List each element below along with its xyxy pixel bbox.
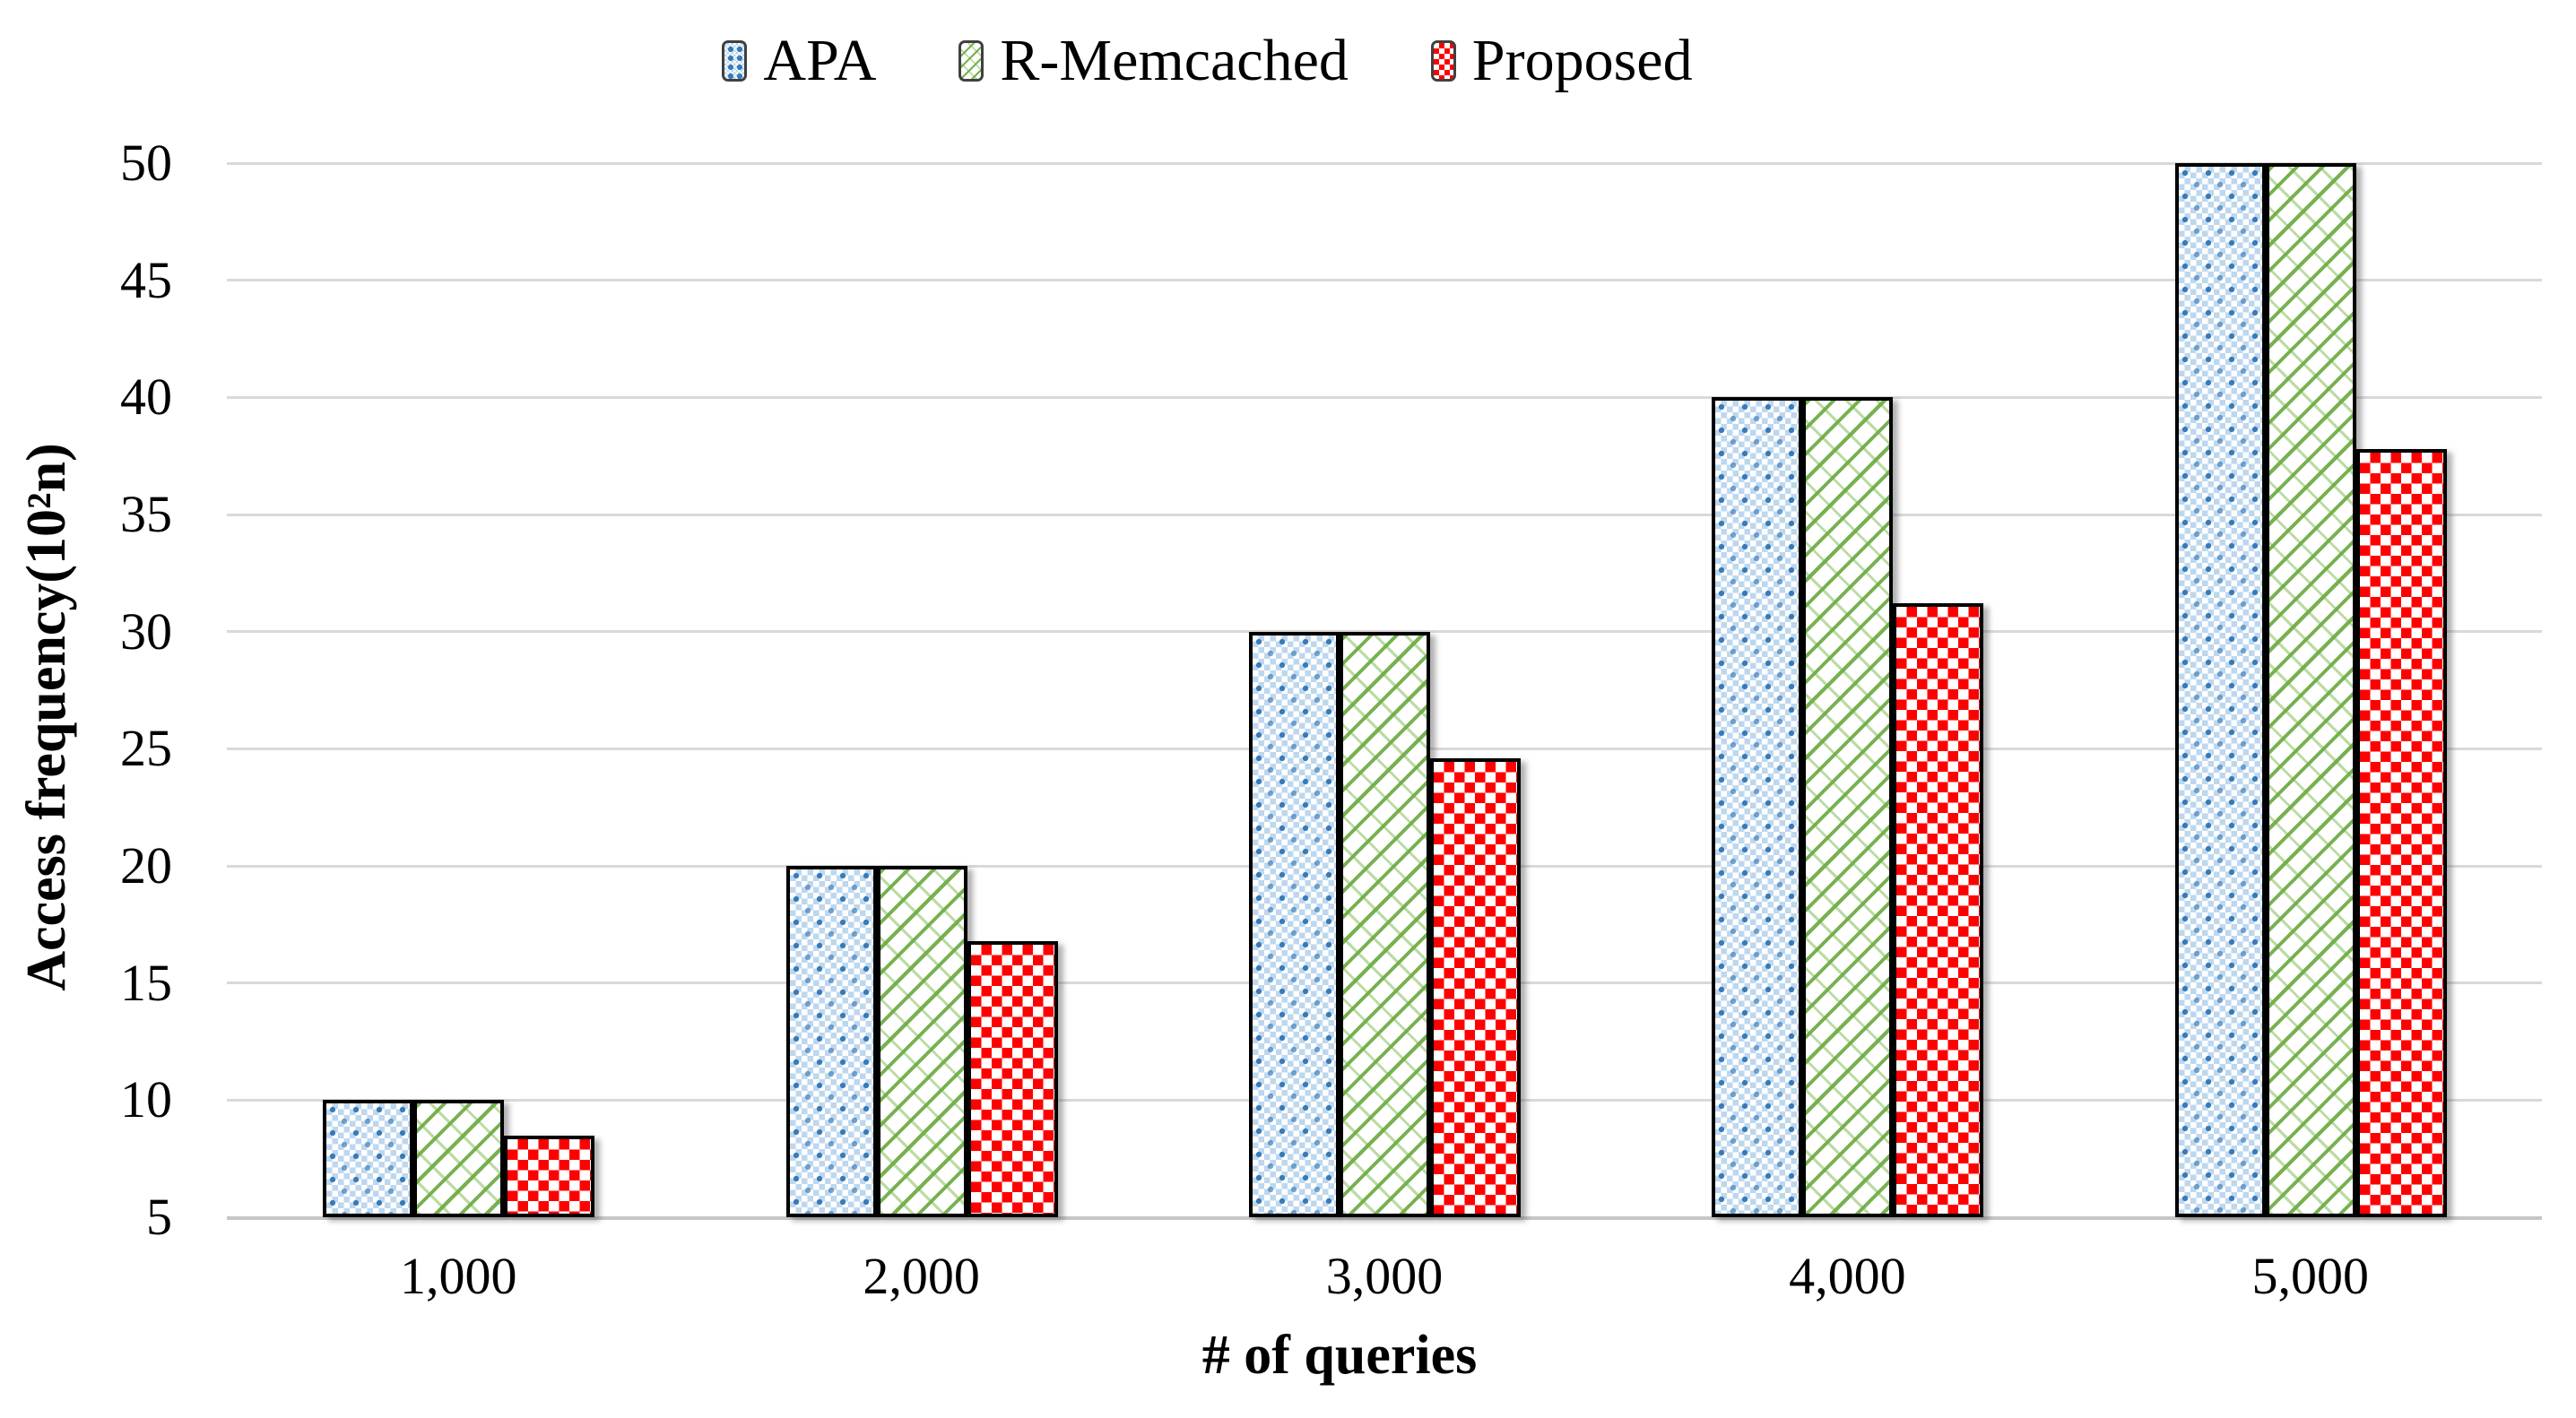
legend-item-r-memcached: R-Memcached — [958, 31, 1349, 91]
bar-proposed-2000 — [967, 940, 1058, 1217]
x-tick-label: 2,000 — [863, 1247, 980, 1305]
legend-item-apa: APA — [722, 31, 876, 91]
legend-label-apa: APA — [763, 28, 877, 93]
x-tick-label: 4,000 — [1789, 1247, 1906, 1305]
y-tick-label: 20 — [120, 836, 172, 895]
y-tick-label: 30 — [120, 601, 172, 661]
y-tick-label: 15 — [120, 953, 172, 1012]
y-tick-label: 45 — [120, 250, 172, 309]
bar-r-memcached-4000 — [1802, 397, 1894, 1217]
x-tick-label: 3,000 — [1325, 1247, 1444, 1305]
y-tick-label: 25 — [120, 719, 172, 778]
bar-apa-4000 — [1712, 397, 1803, 1217]
bar-r-memcached-5000 — [2265, 163, 2356, 1217]
legend-label-proposed: Proposed — [1471, 28, 1693, 93]
bar-apa-5000 — [2174, 163, 2266, 1217]
legend-item-proposed: Proposed — [1430, 28, 1693, 93]
y-tick-label: 10 — [120, 1070, 172, 1129]
bar-r-memcached-1000 — [413, 1100, 505, 1217]
x-tick-label: 1,000 — [399, 1247, 517, 1305]
x-axis-title: # of queries — [1201, 1325, 1478, 1386]
bar-apa-2000 — [785, 866, 877, 1217]
bar-proposed-5000 — [2355, 448, 2447, 1217]
y-tick-label: 40 — [120, 367, 172, 427]
bar-apa-3000 — [1249, 631, 1340, 1217]
y-gridline — [227, 395, 2542, 399]
x-axis-baseline — [227, 1215, 2542, 1220]
bar-apa-1000 — [323, 1100, 414, 1217]
y-gridline — [227, 161, 2542, 165]
legend-swatch-green-hatch-icon — [958, 40, 984, 82]
bar-proposed-4000 — [1893, 603, 1984, 1217]
chart-legend: APA R-Memcached Proposed — [0, 25, 2495, 97]
y-gridline — [227, 630, 2542, 634]
legend-swatch-blue-dotted-icon — [722, 40, 748, 82]
bar-proposed-1000 — [504, 1135, 595, 1217]
y-gridline — [227, 279, 2542, 282]
y-tick-label: 50 — [120, 134, 172, 192]
legend-swatch-red-checker-icon — [1430, 40, 1456, 82]
y-tick-label: 5 — [146, 1188, 172, 1246]
y-tick-label: 35 — [120, 485, 172, 543]
x-tick-label: 5,000 — [2251, 1247, 2370, 1305]
plot-area — [227, 161, 2542, 1220]
bar-r-memcached-3000 — [1340, 631, 1430, 1217]
y-gridline — [227, 513, 2542, 516]
legend-label-r-memcached: R-Memcached — [1000, 28, 1349, 93]
bar-r-memcached-2000 — [876, 866, 967, 1217]
bar-proposed-3000 — [1430, 757, 1521, 1217]
